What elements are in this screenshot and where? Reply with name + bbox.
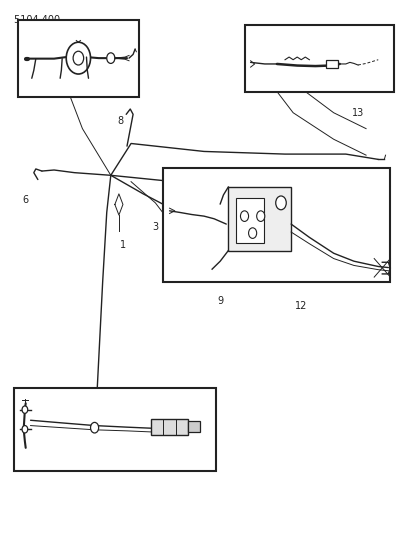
Circle shape	[22, 406, 28, 414]
Text: 13: 13	[352, 108, 364, 118]
Text: 12: 12	[295, 301, 308, 311]
Text: 5104 400: 5104 400	[13, 14, 60, 25]
Text: 8: 8	[162, 179, 169, 189]
Text: 6: 6	[22, 195, 29, 205]
Circle shape	[248, 228, 257, 238]
Bar	[244, 25, 395, 92]
Bar	[235, 198, 264, 243]
Circle shape	[91, 422, 99, 433]
Text: 1: 1	[98, 407, 104, 417]
Text: 8: 8	[175, 232, 181, 243]
Text: 5: 5	[102, 60, 108, 70]
Bar	[326, 60, 338, 68]
Circle shape	[22, 425, 28, 433]
Text: 3: 3	[152, 222, 158, 232]
Text: 10: 10	[22, 405, 34, 415]
Text: 8: 8	[118, 116, 124, 126]
Bar	[18, 20, 139, 97]
Bar	[228, 187, 291, 251]
Circle shape	[240, 211, 248, 221]
Text: 2: 2	[154, 442, 160, 452]
Circle shape	[107, 53, 115, 63]
Bar	[13, 389, 216, 471]
Circle shape	[276, 196, 286, 210]
Text: 1: 1	[120, 240, 126, 251]
Circle shape	[66, 42, 91, 74]
Text: 7: 7	[47, 68, 53, 78]
Text: 4: 4	[69, 60, 75, 70]
Circle shape	[73, 51, 84, 65]
Bar	[164, 168, 390, 282]
Text: 6: 6	[29, 68, 35, 78]
Circle shape	[257, 211, 265, 221]
Bar	[151, 419, 188, 434]
Text: 8: 8	[242, 200, 248, 211]
Text: 11: 11	[18, 445, 30, 455]
Text: 9: 9	[217, 296, 223, 306]
Bar	[188, 421, 200, 432]
